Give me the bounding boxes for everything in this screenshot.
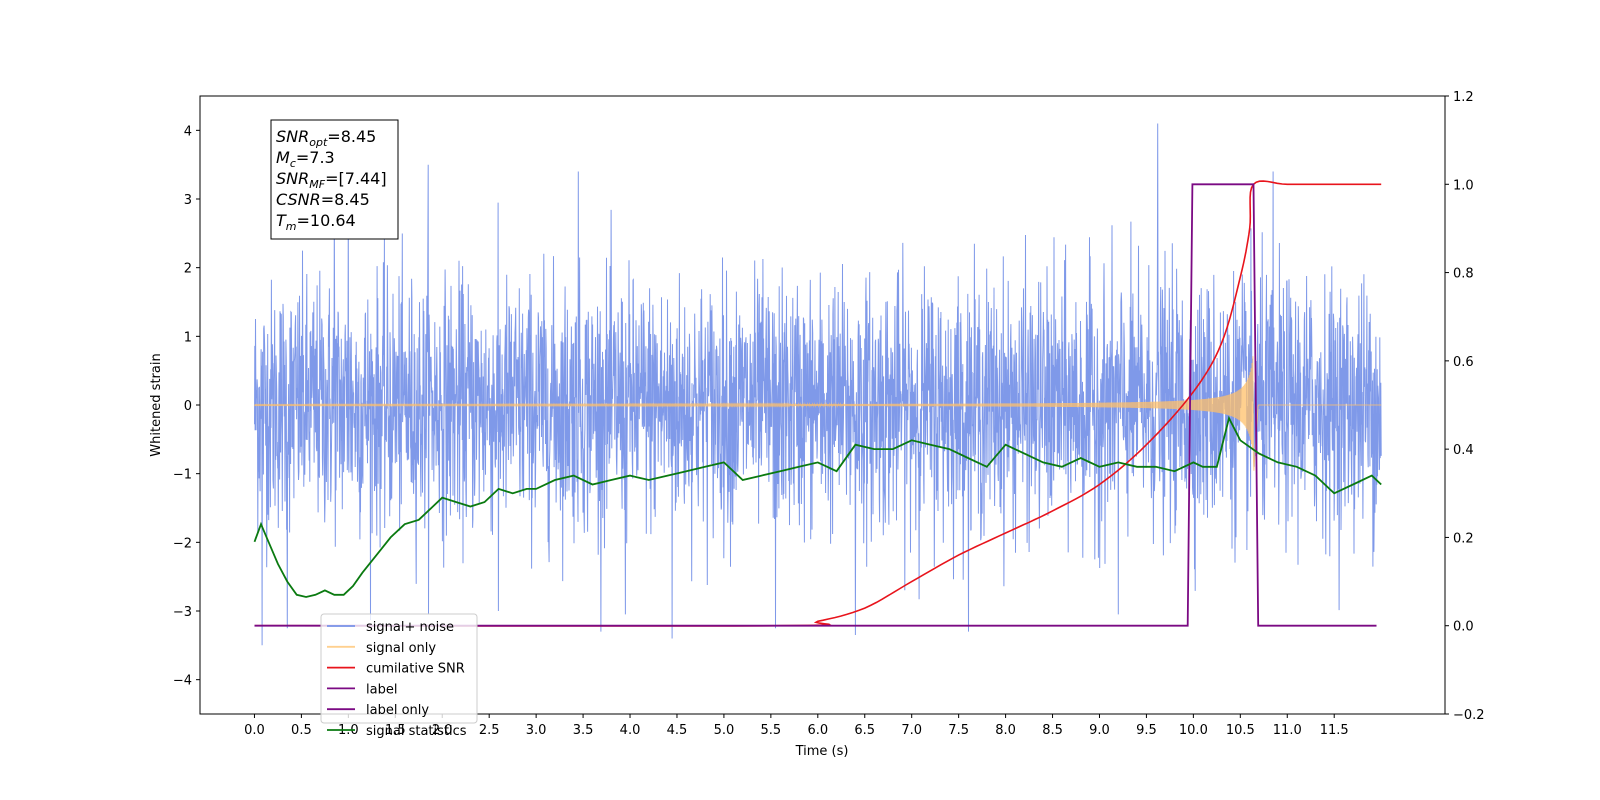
x-tick-label: 1.5 <box>385 723 406 738</box>
annotation-value: =8.45 <box>327 127 376 146</box>
y2-tick-label: 1.2 <box>1453 90 1474 105</box>
y-axis-left: 4 3 2 1 0 −1 −2 −3 −4 <box>173 124 200 689</box>
y2-tick-label: −0.2 <box>1453 708 1485 723</box>
y-tick-label: −1 <box>173 468 192 483</box>
x-tick-label: 5.0 <box>714 723 735 738</box>
x-tick-label: 6.5 <box>854 723 875 738</box>
x-tick-label: 9.5 <box>1136 723 1157 738</box>
legend-label: signal statistics <box>366 724 467 739</box>
y-tick-label: 0 <box>184 399 192 414</box>
x-tick-label: 8.0 <box>995 723 1016 738</box>
annotation-line: Mc=7.3 <box>276 148 335 170</box>
x-tick-label: 11.0 <box>1273 723 1302 738</box>
x-tick-label: 6.0 <box>807 723 828 738</box>
x-tick-label: 10.0 <box>1179 723 1208 738</box>
x-tick-label: 3.0 <box>526 723 547 738</box>
annotation-value: =10.64 <box>297 211 356 230</box>
x-tick-label: 9.0 <box>1089 723 1110 738</box>
annotation-symbol: SNR <box>276 127 309 146</box>
y2-tick-label: 0.8 <box>1453 267 1474 282</box>
legend: signal+ noise signal only cumilative SNR la… <box>320 613 478 739</box>
series-signal-statistics-line <box>253 415 1382 598</box>
y-axis-right: 1.2 1.0 0.8 0.6 0.4 0.2 0.0 −0.2 <box>1445 90 1485 723</box>
legend-label: label only <box>366 703 429 718</box>
legend-label: label <box>366 682 397 697</box>
y2-tick-label: 0.6 <box>1453 355 1474 370</box>
x-axis-label: Time (s) <box>795 744 849 759</box>
annotation-value: =8.45 <box>321 190 370 209</box>
annotation-subscript: c <box>290 157 296 170</box>
annotation-subscript: opt <box>309 136 328 149</box>
annotation-value: =[7.44] <box>325 169 387 188</box>
legend-label: cumilative SNR <box>366 662 465 677</box>
y-tick-label: 4 <box>184 124 192 139</box>
y-tick-label: −2 <box>173 536 192 551</box>
series-label-line <box>254 183 1377 627</box>
series-layer <box>253 123 1382 646</box>
x-tick-label: 8.5 <box>1042 723 1063 738</box>
x-tick-label: 5.5 <box>761 723 782 738</box>
annotation-symbol: SNR <box>276 169 309 188</box>
x-tick-label: 3.5 <box>573 723 594 738</box>
series-signal-only-line <box>254 356 1382 471</box>
annotation-subscript: MF <box>309 178 325 191</box>
y-tick-label: −3 <box>173 605 192 620</box>
annotation-line: Tm=10.64 <box>276 211 356 233</box>
y2-tick-label: 1.0 <box>1453 178 1474 193</box>
x-tick-label: 0.0 <box>244 723 265 738</box>
annotation-line: SNRMF=[7.44] <box>276 169 387 191</box>
annotation-symbol: M <box>276 148 290 167</box>
series-signal-noise-line <box>254 123 1382 646</box>
x-tick-label: 2.0 <box>432 723 453 738</box>
y-tick-label: 3 <box>184 193 192 208</box>
y-tick-label: 2 <box>184 262 192 277</box>
annotation-frame <box>270 119 399 240</box>
annotation-symbol: CSNR <box>276 190 321 209</box>
annotation-line: CSNR=8.45 <box>276 190 370 209</box>
y-tick-label: −4 <box>173 674 192 689</box>
series-cumulative-snr-line <box>254 180 1382 627</box>
y2-tick-label: 0.2 <box>1453 531 1474 546</box>
x-tick-label: 7.5 <box>948 723 969 738</box>
x-axis: 0.0 0.5 1.0 1.5 2.0 2.5 3.0 3.5 4.0 4.5 5.0 5.5 6.0 6… <box>244 714 1349 738</box>
x-tick-label: 7.0 <box>901 723 922 738</box>
x-tick-label: 0.5 <box>291 723 312 738</box>
x-tick-label: 10.5 <box>1226 723 1255 738</box>
x-tick-label: 11.5 <box>1320 723 1349 738</box>
x-tick-label: 2.5 <box>479 723 500 738</box>
y-axis-label: Whitened strain <box>149 353 164 456</box>
x-tick-label: 4.5 <box>667 723 688 738</box>
annotation-line: SNRopt=8.45 <box>276 127 376 149</box>
legend-label: signal+ noise <box>366 620 454 635</box>
legend-label: signal only <box>366 641 436 656</box>
annotation-box: SNRopt=8.45Mc=7.3SNRMF=[7.44]CSNR=8.45Tm… <box>270 119 399 240</box>
x-tick-label: 4.0 <box>620 723 641 738</box>
annotation-symbol: T <box>276 211 287 230</box>
annotation-value: =7.3 <box>296 148 335 167</box>
y2-tick-label: 0.4 <box>1453 443 1474 458</box>
y-tick-label: 1 <box>184 330 192 345</box>
annotation-subscript: m <box>286 220 297 233</box>
legend-frame <box>320 613 478 724</box>
y2-tick-label: 0.0 <box>1453 620 1474 635</box>
